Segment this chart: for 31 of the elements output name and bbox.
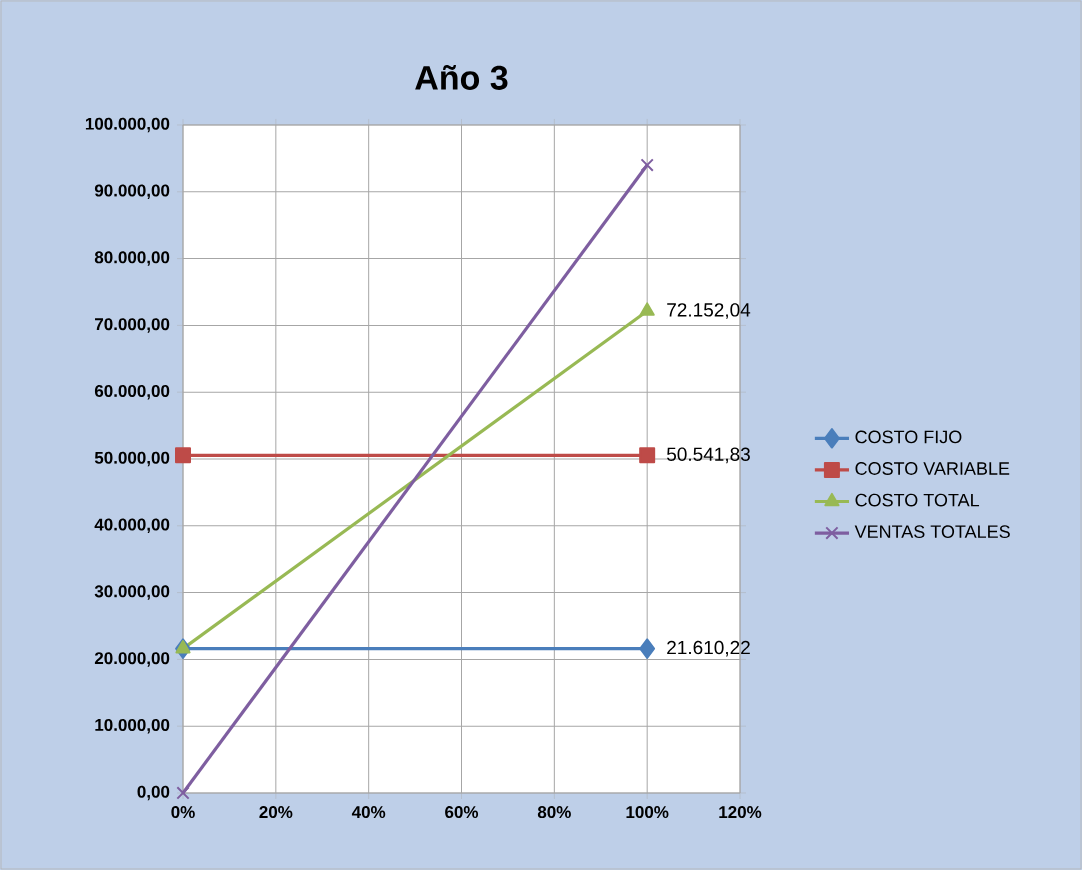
y-tick-label: 10.000,00 <box>95 718 170 734</box>
y-tick-label: 20.000,00 <box>94 652 170 667</box>
legend-label: VENTAS TOTALES <box>854 525 1010 539</box>
y-tick-label: 80.000,00 <box>94 251 170 266</box>
y-tick-label: 50.000,00 <box>94 451 170 467</box>
point <box>639 638 656 659</box>
data-label: 72.152,04 <box>667 303 751 319</box>
y-tick-label: 70.000,00 <box>95 318 170 333</box>
x-tick-label: 120% <box>719 806 762 819</box>
x-tick-label: 0% <box>171 806 195 819</box>
y-tick-label: 100.000,00 <box>85 117 170 133</box>
point <box>175 447 191 464</box>
point <box>639 447 656 464</box>
legend-label: COSTO TOTAL <box>855 493 980 507</box>
point <box>640 158 654 172</box>
y-tick-label: 30.000,00 <box>94 585 170 600</box>
point <box>176 786 190 800</box>
legend-label: COSTO FIJO <box>855 430 962 444</box>
data-label: 21.610,22 <box>667 640 750 657</box>
x-tick-label: 40% <box>351 806 386 819</box>
x-tick-label: 60% <box>445 806 479 819</box>
legend-label: COSTO VARIABLE <box>855 462 1010 475</box>
chart-title: Año 3 <box>415 65 508 90</box>
y-tick-label: 0,00 <box>137 785 170 801</box>
data-label: 50.541,83 <box>666 447 750 464</box>
y-tick-label: 90.000,00 <box>94 184 170 200</box>
x-tick-label: 100% <box>626 806 669 819</box>
x-tick-label: 80% <box>537 806 571 819</box>
y-tick-label: 40.000,00 <box>94 518 170 534</box>
y-tick-label: 60.000,00 <box>94 384 170 400</box>
x-tick-label: 20% <box>259 806 293 819</box>
